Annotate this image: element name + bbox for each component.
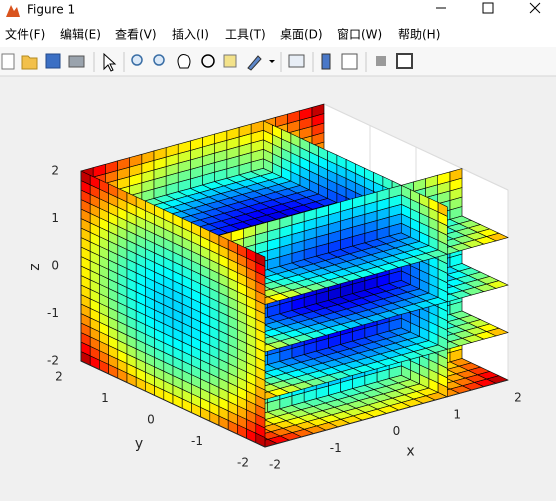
z-tick-label: 0	[51, 259, 59, 273]
y-axis-label: y	[135, 436, 143, 452]
x-tick-label: -1	[330, 441, 342, 455]
z-tick-label: -2	[47, 354, 59, 368]
rotate-button[interactable]	[201, 54, 215, 68]
x-axis-label: x	[406, 444, 414, 460]
app-icon	[6, 5, 20, 17]
zoom-in-button[interactable]	[131, 54, 143, 66]
x-tick-label: 2	[514, 391, 522, 405]
y-tick-label: 1	[101, 391, 109, 405]
new-button[interactable]	[1, 53, 15, 70]
menu-item[interactable]: 窗口(W)	[337, 28, 382, 42]
print-button[interactable]	[68, 55, 85, 68]
brush-dropdown[interactable]	[269, 60, 275, 63]
z-tick-label: -1	[47, 306, 59, 320]
axes: -2 -1 0 1 2 -2 -1 0 1 2 -2 -1 0 1 2 x y z	[27, 103, 522, 472]
y-tick-label: -2	[237, 456, 249, 470]
menu-item[interactable]: 查看(V)	[115, 28, 157, 42]
y-tick-label: -1	[191, 434, 203, 448]
zoom-out-button[interactable]	[153, 54, 165, 66]
window-title: Figure 1	[27, 3, 75, 17]
legend-button[interactable]	[341, 53, 358, 70]
y-tick-label: 2	[55, 370, 63, 384]
slice-cell	[255, 252, 266, 267]
datatip-button[interactable]	[223, 54, 237, 68]
grid-line	[323, 103, 509, 191]
select-button[interactable]	[103, 52, 117, 72]
z-tick-label: 2	[51, 164, 59, 178]
menu-bar: 文件(F) 编辑(E) 查看(V) 插入(I) 工具(T) 桌面(D) 窗口(W) 帮助(H)	[0, 22, 556, 47]
save-button[interactable]	[45, 53, 61, 69]
menu-item[interactable]: 编辑(E)	[60, 27, 101, 42]
toolbar-bg	[0, 47, 556, 76]
pan-button[interactable]	[177, 54, 191, 69]
menu-item[interactable]: 插入(I)	[172, 28, 209, 42]
menu-bar-bg	[0, 22, 556, 47]
axis-line	[264, 379, 509, 448]
x-tick-label: 0	[393, 424, 401, 438]
menu-item[interactable]: 帮助(H)	[398, 28, 440, 42]
dock-button[interactable]	[396, 53, 413, 69]
menu-item[interactable]: 工具(T)	[225, 28, 266, 42]
title-bar-bg	[0, 0, 556, 22]
z-tick-label: 1	[51, 211, 59, 225]
open-button[interactable]	[21, 55, 38, 70]
brush-button[interactable]	[247, 55, 262, 71]
z-axis-label: z	[27, 263, 43, 270]
colorbar-button[interactable]	[321, 53, 331, 70]
menu-item[interactable]: 桌面(D)	[280, 28, 323, 42]
slice-cell	[437, 201, 448, 217]
maximize-button[interactable]	[482, 2, 494, 14]
hide-tools-button[interactable]	[376, 56, 386, 66]
close-button[interactable]	[529, 2, 541, 14]
x-tick-label: 1	[453, 407, 461, 421]
menu-item[interactable]: 文件(F)	[5, 27, 45, 42]
link-button[interactable]	[288, 54, 305, 68]
x-tick-label: -2	[269, 458, 281, 472]
toolbar	[0, 47, 556, 77]
y-tick-label: 0	[147, 413, 155, 427]
title-bar: Figure 1	[0, 0, 556, 22]
axis-line	[80, 360, 266, 448]
